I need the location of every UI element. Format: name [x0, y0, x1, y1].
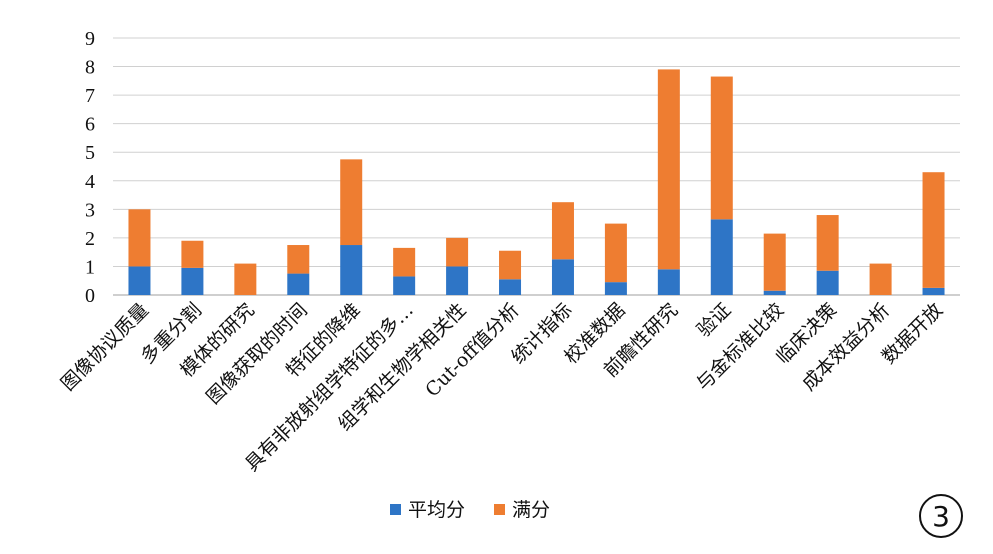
y-tick-label: 7 [85, 85, 95, 107]
y-tick-label: 6 [85, 114, 95, 136]
bar-segment-average [657, 269, 680, 295]
bar-segment-full [551, 202, 574, 260]
bar-segment-average [604, 282, 627, 295]
legend: 平均分 满分 [390, 499, 550, 521]
y-tick-label: 3 [85, 199, 95, 221]
y-tick-label: 2 [85, 228, 95, 250]
bar-segment-average [181, 267, 204, 295]
category-label: 验证 [693, 299, 735, 341]
bar-segment-full [710, 76, 733, 220]
y-tick-label: 1 [85, 256, 95, 278]
bar-segment-average [446, 266, 469, 295]
y-tick-label: 8 [85, 57, 95, 79]
bar-segment-average [551, 259, 574, 295]
legend-swatch [494, 504, 505, 515]
figure-number-badge: 3 [919, 494, 963, 538]
bar-segment-full [763, 233, 786, 291]
y-tick-label: 0 [85, 285, 95, 307]
bar-segment-full [340, 159, 363, 246]
bar-segment-full [128, 209, 151, 267]
category-label: 图像协议质量 [57, 299, 153, 395]
bar-segment-average [499, 279, 522, 295]
bar-segment-average [816, 270, 839, 295]
y-tick-label: 9 [85, 28, 95, 50]
bar-segment-full [393, 247, 416, 277]
bar-segment-full [657, 69, 680, 270]
bar-segment-average [710, 219, 733, 295]
bar-segment-full [816, 215, 839, 271]
bar-series [128, 69, 945, 295]
bar-segment-average [340, 245, 363, 295]
bar-segment-full [499, 250, 522, 280]
bar-segment-full [287, 245, 310, 274]
y-tick-label: 5 [85, 142, 95, 164]
legend-swatch [390, 504, 401, 515]
category-labels: 图像协议质量多重分割模体的研究图像获取的时间特征的降维具有非放射组学特征的多…组… [57, 299, 947, 476]
legend-label: 满分 [512, 499, 550, 521]
bar-segment-average [393, 276, 416, 295]
bar-segment-full [234, 263, 257, 295]
bar-segment-average [763, 290, 786, 295]
bar-segment-average [922, 287, 945, 295]
bar-segment-full [869, 263, 892, 295]
bar-segment-full [446, 237, 469, 267]
legend-label: 平均分 [408, 499, 465, 521]
category-label: Cut-off值分析 [421, 299, 523, 401]
bar-segment-full [181, 240, 204, 268]
y-axis-tick-labels: 0 1 2 3 4 5 6 7 8 9 [85, 28, 95, 307]
bar-segment-average [128, 266, 151, 295]
bar-segment-average [287, 273, 310, 295]
bar-segment-full [922, 172, 945, 288]
y-tick-label: 4 [85, 171, 95, 193]
bar-segment-full [604, 223, 627, 283]
